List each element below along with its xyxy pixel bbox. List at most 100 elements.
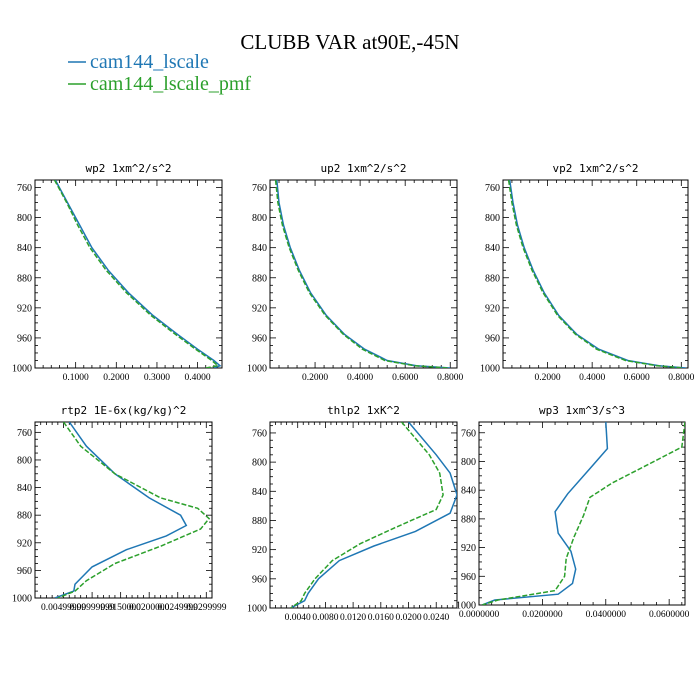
x-tick-label: 0.2000: [302, 373, 328, 383]
y-tick-label: 760: [252, 183, 267, 194]
y-tick-label: 1000: [480, 364, 500, 375]
y-tick-label: 800: [252, 213, 267, 224]
x-tick-label: 0.0400000: [586, 610, 627, 620]
y-tick-label: 880: [485, 273, 500, 284]
y-tick-label: 920: [461, 543, 476, 554]
x-tick-label: 0.8000: [437, 373, 463, 383]
y-tick-label: 880: [17, 273, 32, 284]
x-tick-label: 0.0200000: [522, 610, 563, 620]
y-tick-label: 800: [461, 457, 476, 468]
y-tick-label: 760: [17, 428, 32, 439]
y-tick-label: 920: [17, 303, 32, 314]
panel-title: rtp2 1E-6x(kg/kg)^2: [61, 404, 187, 417]
x-tick-label: 0.0240: [423, 613, 449, 623]
series-line-cam144-lscale-pmf: [290, 422, 444, 608]
y-tick-label: 840: [252, 487, 267, 498]
panel-frame: [34, 179, 223, 369]
x-tick-label: 0.0160: [368, 613, 394, 623]
panel-frame: [34, 421, 213, 599]
series-line-cam144-lscale-pmf: [57, 422, 211, 598]
y-tick-label: 960: [485, 333, 500, 344]
legend-label-0: cam144_lscale: [90, 51, 209, 73]
y-tick-label: 880: [461, 514, 476, 525]
y-tick-label: 840: [17, 243, 32, 254]
y-tick-label: 880: [252, 273, 267, 284]
series-line-cam144-lscale-pmf: [53, 180, 220, 368]
series-line-cam144-lscale: [54, 422, 188, 598]
x-tick-label: 0.0000000: [459, 610, 500, 620]
figure-title: CLUBB VAR at90E,-45N: [240, 30, 459, 54]
y-tick-label: 760: [461, 428, 476, 439]
panel-title: thlp2 1xK^2: [327, 404, 400, 417]
x-tick-label: 0.8000: [668, 373, 694, 383]
x-tick-label: 0.0249999: [158, 603, 199, 613]
panel-frame: [502, 179, 689, 369]
x-tick-label: 0.0200000: [129, 603, 170, 613]
legend-label-1: cam144_lscale_pmf: [90, 73, 251, 95]
y-tick-label: 840: [485, 243, 500, 254]
x-tick-label: 0.0150000: [100, 603, 141, 613]
x-tick-label: 0.6000: [392, 373, 418, 383]
y-tick-label: 840: [461, 486, 476, 497]
panel-title: wp2 1xm^2/s^2: [85, 162, 171, 175]
series-line-cam144-lscale: [290, 422, 457, 608]
x-tick-label: 0.4000: [347, 373, 373, 383]
panel-5: wp3 1xm^3/s^3 760 800 840 880 920 960 10000.000…: [456, 404, 690, 620]
panels: wp2 1xm^2/s^2 760 800 840 880 920 960 1000 0.100…: [12, 162, 695, 623]
y-tick-label: 880: [17, 511, 32, 522]
panel-1: up2 1xm^2/s^2 760 800 840 880 920 960 1000 0.200…: [247, 162, 464, 383]
y-tick-label: 960: [17, 566, 32, 577]
x-tick-label: 0.0299999: [186, 603, 227, 613]
y-tick-label: 840: [252, 243, 267, 254]
y-tick-label: 800: [252, 458, 267, 469]
y-tick-label: 920: [252, 545, 267, 556]
y-tick-label: 800: [17, 213, 32, 224]
x-tick-label: 0.1000: [63, 373, 89, 383]
legend: cam144_lscale cam144_lscale_pmf: [68, 51, 251, 95]
y-tick-label: 760: [252, 428, 267, 439]
y-tick-label: 1000: [247, 364, 267, 375]
x-tick-label: 0.0080: [312, 613, 338, 623]
series-line-cam144-lscale: [481, 422, 609, 605]
panel-2: vp2 1xm^2/s^2 760 800 840 880 920 960 1000 0.200…: [480, 162, 695, 383]
panel-title: up2 1xm^2/s^2: [320, 162, 406, 175]
x-tick-label: 0.4000: [185, 373, 211, 383]
x-tick-label: 0.00499999: [41, 603, 86, 613]
series-line-cam144-lscale: [276, 180, 451, 368]
y-tick-label: 800: [17, 455, 32, 466]
y-tick-label: 840: [17, 483, 32, 494]
y-tick-label: 1000: [12, 594, 32, 605]
x-tick-label: 0.3000: [144, 373, 170, 383]
panel-0: wp2 1xm^2/s^2 760 800 840 880 920 960 1000 0.100…: [12, 162, 223, 383]
y-tick-label: 1000: [247, 604, 267, 615]
panel-frame: [269, 179, 458, 369]
y-tick-label: 960: [252, 574, 267, 585]
series-line-cam144-lscale-pmf: [481, 422, 685, 605]
y-tick-label: 920: [485, 303, 500, 314]
x-tick-label: 0.2000: [103, 373, 129, 383]
x-tick-label: 0.00999999: [70, 603, 115, 613]
x-tick-label: 0.2000: [535, 373, 561, 383]
y-tick-label: 920: [17, 538, 32, 549]
y-tick-label: 920: [252, 303, 267, 314]
x-tick-label: 0.4000: [579, 373, 605, 383]
panel-title: vp2 1xm^2/s^2: [552, 162, 638, 175]
y-tick-label: 1000: [456, 601, 476, 612]
y-tick-label: 1000: [12, 364, 32, 375]
x-tick-label: 0.0120: [340, 613, 366, 623]
y-tick-label: 960: [461, 572, 476, 583]
y-tick-label: 760: [17, 183, 32, 194]
panel-frame: [478, 421, 686, 606]
x-tick-label: 0.0600000: [649, 610, 690, 620]
x-tick-label: 0.0040: [285, 613, 311, 623]
series-line-cam144-lscale-pmf: [507, 180, 684, 368]
y-tick-label: 800: [485, 213, 500, 224]
y-tick-label: 760: [485, 183, 500, 194]
series-line-cam144-lscale-pmf: [274, 180, 449, 368]
panel-frame: [269, 421, 458, 609]
x-tick-label: 0.0200: [395, 613, 421, 623]
panel-title: wp3 1xm^3/s^3: [539, 404, 625, 417]
y-tick-label: 960: [17, 333, 32, 344]
